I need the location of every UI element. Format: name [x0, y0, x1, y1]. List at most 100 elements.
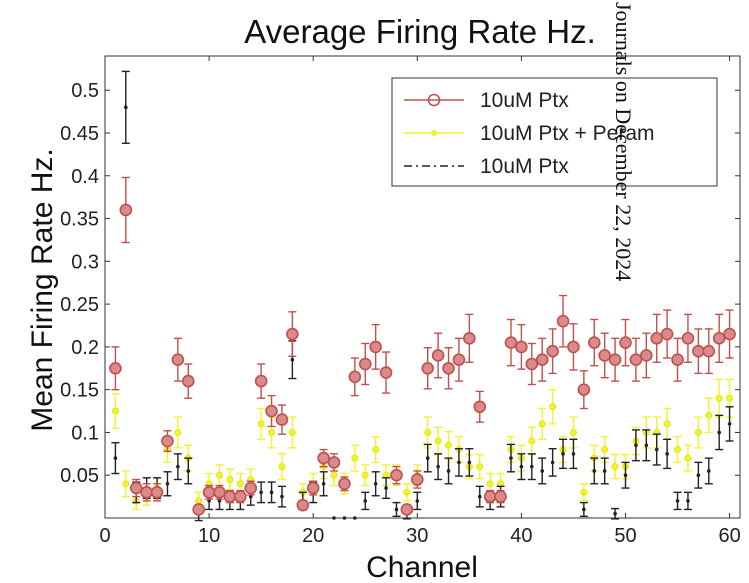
data-point: [410, 473, 424, 486]
data-point: [113, 456, 118, 460]
data-point: [476, 463, 484, 471]
y-tick-label: 0.3: [71, 251, 99, 273]
data-point: [549, 403, 557, 411]
x-tick-label: 0: [99, 525, 110, 547]
data-point: [286, 327, 299, 341]
data-point: [373, 481, 378, 486]
data-point: [457, 460, 461, 465]
data-point: [174, 428, 182, 436]
data-point: [540, 469, 545, 473]
data-point: [217, 499, 222, 503]
data-point: [613, 511, 617, 516]
data-point: [119, 203, 133, 217]
y-tick-label: 0.1: [71, 422, 99, 444]
data-point: [122, 480, 130, 488]
data-point: [202, 486, 216, 499]
data-point: [519, 464, 524, 469]
legend-label: 10uM Ptx: [480, 155, 569, 178]
data-point: [623, 473, 628, 478]
data-point: [634, 443, 638, 448]
data-point: [358, 357, 372, 371]
data-point: [587, 336, 601, 349]
data-point: [681, 332, 695, 345]
data-point: [361, 471, 369, 479]
data-point: [111, 407, 119, 415]
data-point: [665, 452, 669, 456]
data-point: [431, 349, 445, 362]
y-tick-label: 0.2: [71, 337, 99, 359]
data-point: [338, 477, 351, 491]
watermark-text: Journals on December 22, 2024: [611, 2, 636, 281]
x-axis-label: Channel: [366, 551, 478, 583]
data-point: [571, 452, 576, 456]
data-point: [390, 468, 403, 482]
data-point: [129, 481, 143, 495]
data-point: [629, 353, 643, 367]
data-point: [675, 499, 680, 503]
data-point: [176, 464, 180, 469]
legend-item: 10uM Ptx: [404, 155, 569, 178]
data-point: [663, 420, 671, 428]
data-point: [692, 344, 705, 358]
chart-title: Average Firing Rate Hz.: [244, 13, 596, 50]
data-point: [332, 516, 336, 520]
data-point: [538, 420, 546, 428]
data-point: [363, 499, 368, 503]
series-0: [109, 176, 736, 516]
data-point: [280, 494, 284, 499]
data-point: [379, 366, 393, 379]
x-axis-ticks: 0 10 20 30 40 50 60: [99, 56, 741, 547]
data-point: [706, 469, 711, 473]
data-point: [463, 332, 476, 345]
data-point: [686, 499, 690, 503]
data-point: [525, 357, 539, 371]
data-point: [161, 434, 174, 448]
data-point: [192, 503, 205, 516]
data-point: [216, 471, 224, 479]
plot-area: [104, 55, 741, 519]
data-point: [348, 370, 362, 384]
data-point: [259, 490, 263, 495]
y-tick-label: 0.35: [60, 209, 99, 231]
data-point: [288, 428, 296, 436]
data-point: [705, 411, 713, 419]
data-point: [234, 490, 247, 503]
plot-frame: [104, 55, 741, 519]
y-tick-label: 0.05: [60, 465, 99, 487]
data-point: [619, 336, 632, 349]
data-point: [660, 327, 674, 341]
data-point: [278, 463, 286, 471]
data-point: [486, 480, 494, 488]
data-point: [654, 447, 659, 452]
data-point: [727, 422, 732, 426]
data-point: [321, 481, 326, 486]
y-tick-label: 0.4: [71, 166, 99, 188]
data-point: [342, 516, 347, 520]
data-point: [477, 494, 482, 499]
x-tick-label: 50: [614, 525, 636, 547]
data-point: [671, 353, 684, 367]
data-point: [207, 499, 211, 503]
data-point: [425, 456, 430, 460]
watermark: Journals on December 22, 2024: [611, 2, 636, 281]
data-point: [223, 490, 237, 503]
data-point: [644, 443, 649, 448]
data-point: [186, 469, 191, 473]
data-point: [561, 452, 565, 456]
data-point: [726, 394, 734, 402]
data-point: [109, 361, 122, 375]
data-point: [248, 494, 253, 499]
data-point: [602, 469, 607, 473]
data-point: [353, 516, 357, 520]
x-tick-label: 60: [718, 525, 740, 547]
data-point: [528, 437, 536, 445]
data-point: [717, 430, 721, 435]
legend-box: [391, 77, 718, 187]
data-point: [403, 488, 411, 496]
data-point: [351, 454, 359, 462]
data-point: [608, 353, 622, 367]
data-point: [257, 420, 265, 428]
data-point: [394, 507, 399, 512]
data-point: [702, 344, 716, 358]
